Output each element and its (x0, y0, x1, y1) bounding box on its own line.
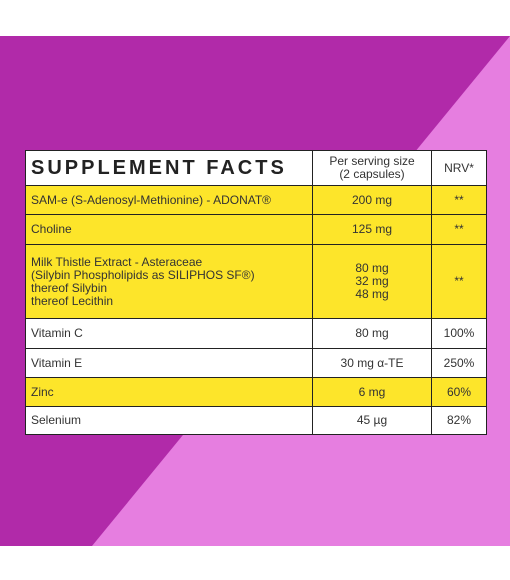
cell-text: 82% (446, 413, 472, 427)
cell-text: Per serving size (329, 154, 415, 168)
table-cell: ** (431, 214, 487, 245)
cell-text: SUPPLEMENT FACTS (31, 156, 287, 179)
table-row: Selenium 45 µg 82% (25, 406, 487, 435)
table-cell: 60% (431, 377, 487, 407)
table-cell: ** (431, 185, 487, 215)
cell-text: 200 mg (351, 192, 393, 207)
cell-text: Milk Thistle Extract - Asteraceae (31, 254, 203, 269)
table-row: Milk Thistle Extract - Asteraceae (Silybi… (25, 244, 487, 319)
table-cell: 200 mg (312, 185, 432, 215)
cell-text: Zinc (31, 384, 54, 399)
cell-text: 60% (446, 384, 472, 399)
table-row: SAM-e (S-Adenosyl-Methionine) - ADONAT® 2… (25, 185, 487, 215)
table-row: Vitamin C 80 mg 100% (25, 318, 487, 349)
cell-text: NRV* (444, 160, 474, 175)
cell-text: 250% (443, 355, 475, 370)
cell-text: 32 mg (355, 274, 389, 288)
cell-text: Vitamin C (31, 326, 83, 340)
table-cell: Milk Thistle Extract - Asteraceae (Silybi… (25, 244, 313, 319)
table-cell: 250% (431, 348, 487, 378)
cell-text: 100% (443, 326, 475, 340)
cell-text: Choline (31, 222, 72, 236)
table-cell: Vitamin C (25, 318, 313, 349)
cell-text: 125 mg (351, 222, 393, 236)
table-cell: 125 mg (312, 214, 432, 245)
cell-text: 80 mg (355, 326, 389, 340)
cell-text: ** (454, 192, 464, 207)
table-cell: Per serving size (2 capsules) (312, 150, 432, 186)
cell-text: SAM-e (S-Adenosyl-Methionine) - ADONAT® (31, 192, 272, 207)
table-cell: Selenium (25, 406, 313, 435)
table-cell: 30 mg α-TE (312, 348, 432, 378)
table-cell: 100% (431, 318, 487, 349)
cell-text: (2 capsules) (339, 167, 405, 181)
table-cell: Choline (25, 214, 313, 245)
table-cell: 6 mg (312, 377, 432, 407)
table-cell: Zinc (25, 377, 313, 407)
cell-text: (Silybin Phospholipids as SILIPHOS SF®) (31, 267, 255, 282)
cell-text: ** (454, 222, 464, 236)
cell-text: thereof Lecithin (31, 293, 114, 308)
table-cell: 82% (431, 406, 487, 435)
table-cell: 45 µg (312, 406, 432, 435)
table-cell: 80 mg (312, 318, 432, 349)
cell-text: 48 mg (355, 287, 389, 301)
cell-text: thereof Silybin (31, 280, 108, 295)
table-cell: ** (431, 244, 487, 319)
table-cell: Vitamin E (25, 348, 313, 378)
cell-text: ** (454, 274, 464, 288)
cell-text: 80 mg (355, 261, 389, 275)
table-row: Vitamin E 30 mg α-TE 250% (25, 348, 487, 378)
table-cell: SAM-e (S-Adenosyl-Methionine) - ADONAT® (25, 185, 313, 215)
table-cell: 80 mg 32 mg 48 mg (312, 244, 432, 319)
table-row: SUPPLEMENT FACTS Per serving size (2 capsu… (25, 150, 487, 186)
cell-text: 6 mg (358, 384, 386, 399)
table-row: Zinc 6 mg 60% (25, 377, 487, 407)
cell-text: 45 µg (356, 413, 388, 427)
supplement-table: SUPPLEMENT FACTS Per serving size (2 capsu… (25, 150, 487, 435)
cell-text: Selenium (31, 413, 82, 427)
table-row: Choline 125 mg ** (25, 214, 487, 245)
cell-text: Vitamin E (31, 355, 83, 370)
table-cell: SUPPLEMENT FACTS (25, 150, 313, 186)
table-cell: NRV* (431, 150, 487, 186)
cell-text: 30 mg α-TE (340, 355, 404, 370)
